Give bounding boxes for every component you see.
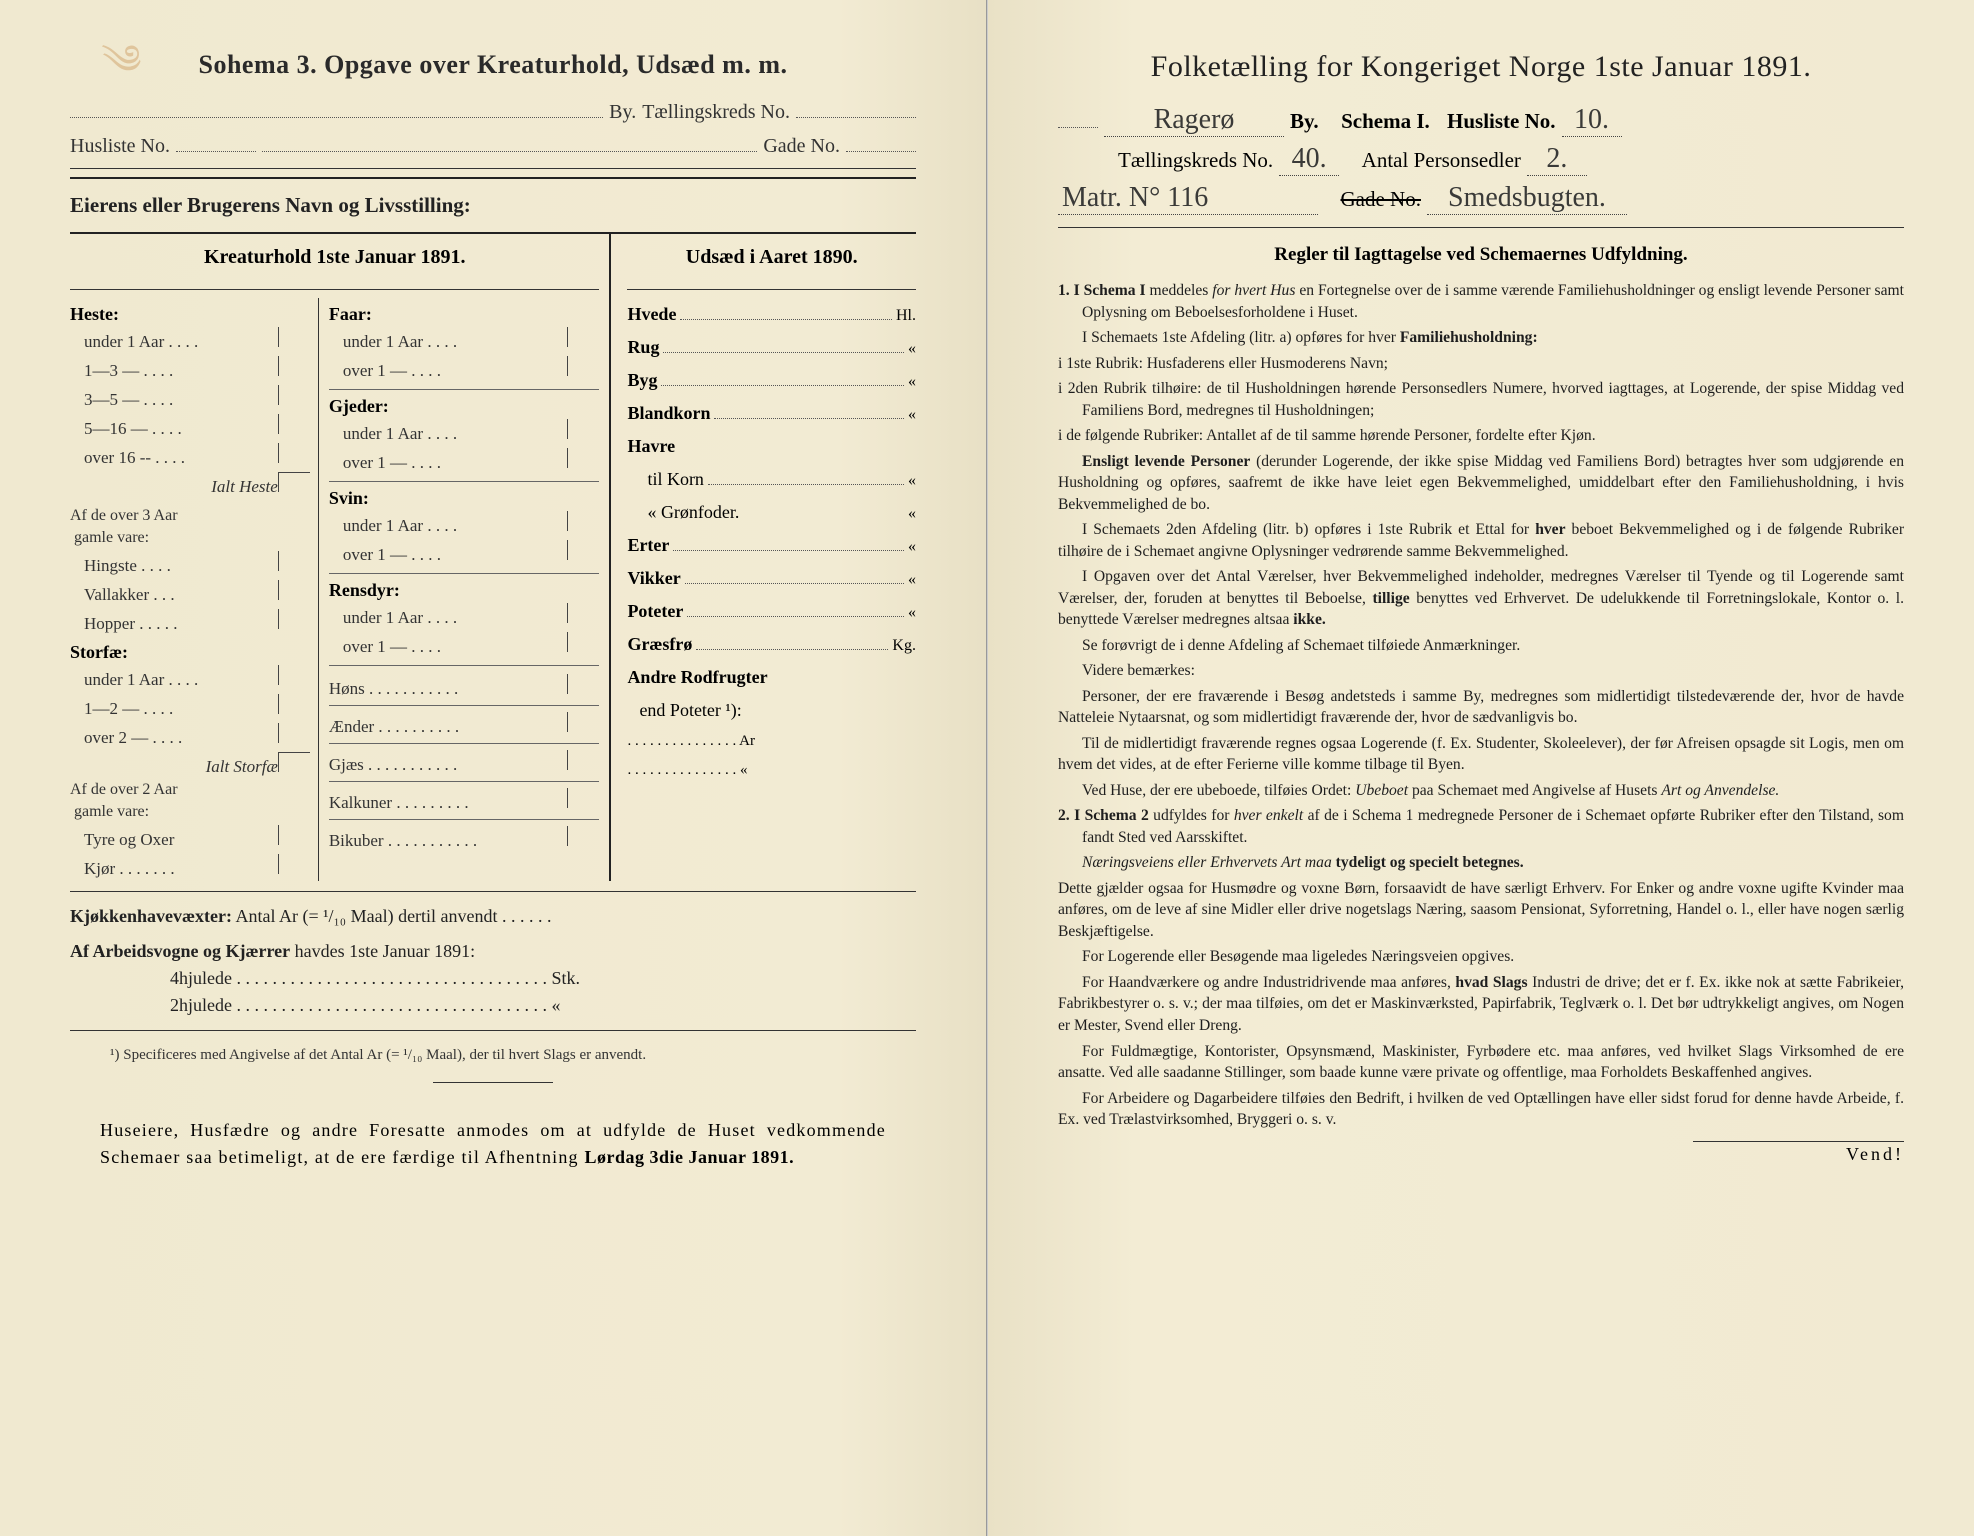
kreds-val: 40.	[1279, 143, 1339, 176]
husliste-label: Husliste No.	[70, 135, 170, 158]
person-val: 2.	[1527, 143, 1587, 176]
rp-line-3: Matr. N° 116 Gade No. Smedsbugten.	[1058, 182, 1904, 215]
footnote: ¹) Specificeres med Angivelse af det Ant…	[70, 1047, 916, 1064]
matr-handwritten: Matr. N° 116	[1058, 182, 1318, 215]
rensdyr-label: Rensdyr:	[329, 580, 600, 601]
svin-label: Svin:	[329, 488, 600, 509]
kjokken-section: Kjøkkenhavevæxter: Antal Ar (= ¹/₁₀ Maal…	[70, 906, 916, 927]
hjul2: 2hjulede . . . . . . . . . . . . . . . .…	[70, 995, 916, 1016]
short-divider	[433, 1082, 553, 1083]
header-line-1: By. Tællingskreds No.	[70, 98, 916, 124]
header-line-2: Husliste No. Gade No.	[70, 132, 916, 158]
gade-label: Gade No.	[763, 135, 840, 158]
taelling-label: Tællingskreds No.	[642, 101, 790, 124]
kreatur-left: Heste: under 1 Aar . . . . 1—3 — . . . .…	[70, 298, 319, 881]
husliste-val: 10.	[1562, 104, 1622, 137]
rp-line-1: Ragerø By. Schema I. Husliste No. 10.	[1058, 104, 1904, 137]
gjeder-label: Gjeder:	[329, 396, 600, 417]
ialt-storfae: Ialt Storfæ	[206, 757, 278, 777]
vend-label: Vend!	[1693, 1141, 1905, 1165]
arbeids-label: Af Arbeidsvogne og Kjærrer	[70, 941, 290, 961]
rp-line-2: Tællingskreds No. 40. Antal Personsedler…	[1058, 143, 1904, 176]
kreatur-column: Kreaturhold 1ste Januar 1891. Heste: und…	[70, 234, 611, 881]
kreatur-heading: Kreaturhold 1ste Januar 1891.	[70, 234, 599, 279]
faar-label: Faar:	[329, 304, 600, 325]
arbeids-section: Af Arbeidsvogne og Kjærrer havdes 1ste J…	[70, 941, 916, 1016]
census-title: Folketælling for Kongeriget Norge 1ste J…	[1058, 50, 1904, 84]
heste-label: Heste:	[70, 304, 310, 325]
storfae-label: Storfæ:	[70, 642, 310, 663]
rules-body: 1. I Schema I meddeles for hvert Hus en …	[1058, 280, 1904, 1131]
gade-struck: Gade No.	[1341, 187, 1421, 212]
gade-handwritten: Smedsbugten.	[1427, 182, 1627, 215]
kjokken-label: Kjøkkenhavevæxter:	[70, 906, 232, 926]
eierens-heading: Eierens eller Brugerens Navn og Livsstil…	[70, 193, 916, 218]
af3aar: Af de over 3 Aar	[70, 507, 178, 525]
gamle-vare: gamle vare:	[70, 529, 149, 547]
rule-thick	[70, 177, 916, 179]
left-page: ༄ Sohema 3. Opgave over Kreaturhold, Uds…	[0, 0, 987, 1536]
kjokken-rest: Antal Ar (= ¹/₁₀ Maal) dertil anvendt . …	[236, 906, 552, 926]
by-label: By.	[609, 101, 636, 124]
book-spread: ༄ Sohema 3. Opgave over Kreaturhold, Uds…	[0, 0, 1974, 1536]
arbeids-rest: havdes 1ste Januar 1891:	[295, 941, 475, 961]
main-columns: Kreaturhold 1ste Januar 1891. Heste: und…	[70, 232, 916, 881]
bottom-notice: Huseiere, Husfædre og andre Foresatte an…	[70, 1117, 916, 1171]
right-page: Folketælling for Kongeriget Norge 1ste J…	[987, 0, 1974, 1536]
udsaed-heading: Udsæd i Aaret 1890.	[627, 234, 916, 279]
regler-title: Regler til Iagttagelse ved Schemaernes U…	[1058, 244, 1904, 266]
city-handwritten: Ragerø	[1104, 104, 1284, 137]
rule-thin	[70, 168, 916, 169]
hjul4: 4hjulede . . . . . . . . . . . . . . . .…	[70, 968, 916, 989]
ialt-heste: Ialt Heste	[211, 477, 278, 497]
udsaed-column: Udsæd i Aaret 1890. HvedeHl. Rug« Byg« B…	[611, 234, 916, 881]
kreatur-right: Faar: under 1 Aar . . . . over 1 — . . .…	[319, 298, 600, 881]
af2aar: Af de over 2 Aar	[70, 781, 178, 799]
